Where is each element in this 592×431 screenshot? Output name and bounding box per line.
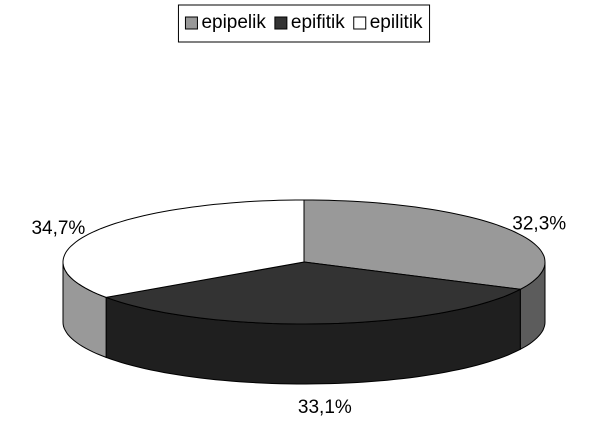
data-label: 34,7% [31,218,85,239]
pie-slice [62,199,305,298]
legend-label: epifitik [291,12,345,33]
pie-slice [104,261,522,325]
legend-label: epipelik [201,12,266,33]
legend-swatch [274,16,288,30]
data-label: 32,3% [512,213,566,234]
legend-swatch [353,16,367,30]
legend-label: epilitik [370,12,423,33]
pie-slice [303,199,546,290]
legend [177,4,431,43]
data-label: 33,1% [298,397,352,418]
pie: 32,3% 33,1% 34,7% [31,199,566,418]
legend-swatch [184,16,198,30]
legend-items: epipelik epifitik epilitik [184,12,423,33]
